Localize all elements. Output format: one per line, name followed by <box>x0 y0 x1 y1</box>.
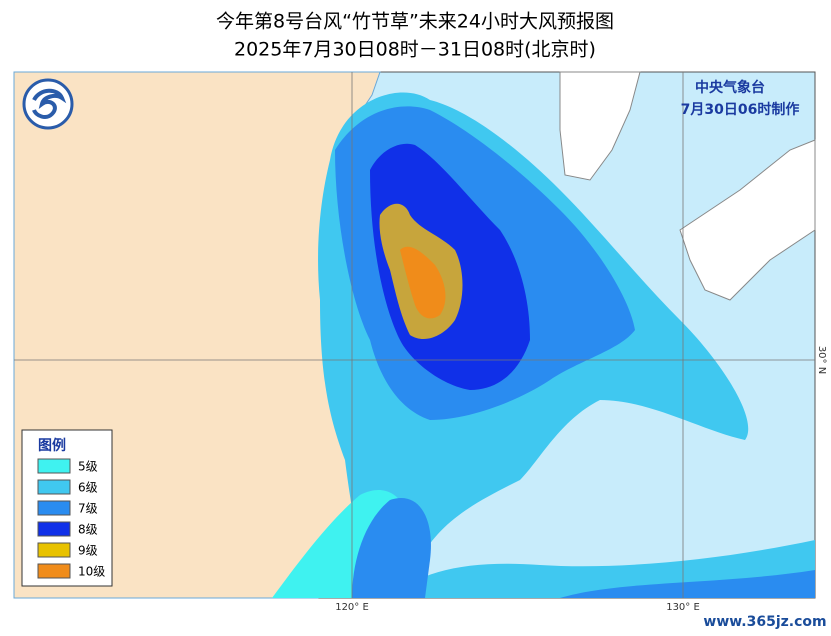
issuer-date: 7月30日06时制作 <box>681 101 800 118</box>
subtitle: 2025年7月30日08时－31日08时(北京时) <box>234 39 596 61</box>
logo <box>22 78 74 130</box>
legend-label: 10级 <box>78 565 105 579</box>
wind-zone-10 <box>400 246 446 319</box>
legend-label: 6级 <box>78 481 98 495</box>
legend-swatch <box>37 563 71 579</box>
lon-label: 130° E <box>666 602 700 613</box>
legend-swatch <box>37 479 71 495</box>
wind-zone-7-band <box>560 570 815 598</box>
wind-zone-7-south <box>352 498 431 598</box>
legend-swatch <box>37 521 71 537</box>
legend-label: 5级 <box>78 460 98 474</box>
japan <box>679 139 816 301</box>
watermark: www.365jz.com <box>703 614 826 630</box>
lat-label: 30° N <box>816 346 827 374</box>
legend-swatch <box>37 542 71 558</box>
legend-label: 9级 <box>78 544 98 558</box>
legend-title: 图例 <box>38 437 66 454</box>
legend-swatch <box>37 500 71 516</box>
korea <box>559 71 641 181</box>
legend-label: 7级 <box>78 502 98 516</box>
legend-label: 8级 <box>78 523 98 537</box>
legend: 图例 5级 6级 7级 8级 9级 10级 <box>21 429 113 587</box>
legend-swatch <box>37 458 71 474</box>
lon-label: 120° E <box>335 602 369 613</box>
title: 今年第8号台风“竹节草”未来24小时大风预报图 <box>216 11 614 33</box>
issuer-name: 中央气象台 <box>695 79 765 96</box>
map-area <box>13 71 816 599</box>
